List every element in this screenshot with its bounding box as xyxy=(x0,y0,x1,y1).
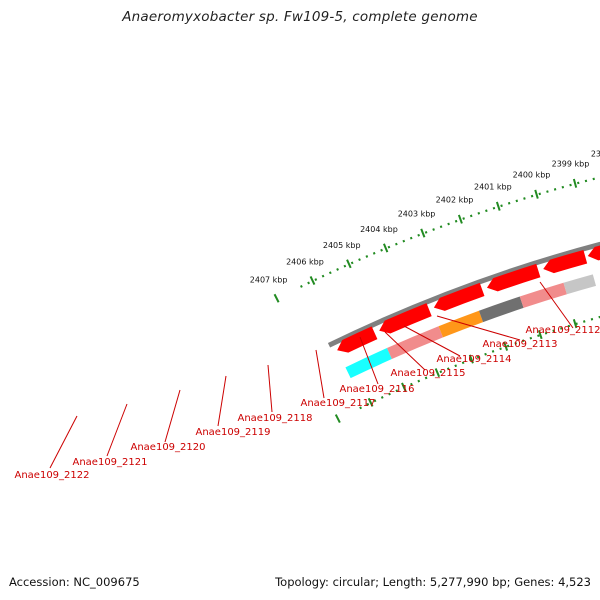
cds-arrow xyxy=(543,249,588,274)
scale-label: 2400 kbp xyxy=(513,171,551,180)
scale-tick xyxy=(495,201,501,211)
scale-label: 2404 kbp xyxy=(360,225,398,234)
page-title: Anaeromyxobacter sp. Fw109-5, complete g… xyxy=(122,9,478,25)
inner-scale-tick xyxy=(503,341,509,351)
gene-label: Anae109_2116 xyxy=(340,384,415,395)
gene-label: Anae109_2113 xyxy=(483,339,558,350)
inner-scale-tick xyxy=(367,397,374,407)
scale-label: 2399 kbp xyxy=(552,159,590,168)
scale-label: 2406 kbp xyxy=(286,258,324,267)
cds-arrow xyxy=(433,282,485,311)
inner-scale-tick xyxy=(434,368,441,378)
gene-leader-line xyxy=(106,403,128,457)
scale-label: 2401 kbp xyxy=(474,183,512,192)
scale-label: 2405 kbp xyxy=(323,241,361,250)
gene-leader-line xyxy=(539,281,574,329)
scale-tick xyxy=(346,259,352,269)
inner-scale-tick xyxy=(401,382,407,392)
gene-label: Anae109_2114 xyxy=(437,354,512,365)
gene-label: Anae109_2119 xyxy=(196,427,271,438)
scale-label: 2398 kbp xyxy=(591,149,600,158)
inner-scale-tick xyxy=(468,354,474,364)
cds-arrow xyxy=(587,245,600,261)
scale-label: 2402 kbp xyxy=(436,196,474,205)
gene-leader-line xyxy=(384,331,426,371)
feature-bar xyxy=(386,326,444,360)
gene-leader-line xyxy=(315,349,325,399)
inner-scale-tick xyxy=(537,329,543,340)
cds-arrow xyxy=(337,326,378,353)
inner-scale-tick xyxy=(572,319,578,329)
gene-label: Anae109_2115 xyxy=(391,368,466,379)
scale-tick xyxy=(572,178,578,188)
cds-arrow xyxy=(486,263,541,292)
scale-tick xyxy=(383,243,389,253)
scale-label: 2407 kbp xyxy=(250,276,288,285)
gene-label: Anae109_2118 xyxy=(238,413,313,424)
gene-leader-line xyxy=(436,315,521,341)
scale-label: 2403 kbp xyxy=(398,210,436,219)
genome-summary-text: Topology: circular; Length: 5,277,990 bp… xyxy=(275,575,591,589)
gene-label: Anae109_2121 xyxy=(73,457,148,468)
accession-text: Accession: NC_009675 xyxy=(9,575,140,589)
gene-leader-line xyxy=(164,389,181,443)
cds-arrow xyxy=(379,303,432,334)
gene-leader-line xyxy=(217,375,227,427)
gene-label: Anae109_2112 xyxy=(526,325,600,336)
feature-bar xyxy=(345,348,392,379)
inner-scale-tick xyxy=(334,414,341,424)
gene-label: Anae109_2122 xyxy=(15,470,90,481)
feature-bar xyxy=(563,274,597,295)
gene-label: Anae109_2120 xyxy=(131,442,206,453)
gene-leader-line xyxy=(267,364,273,413)
scale-tick xyxy=(309,276,316,286)
scale-tick xyxy=(457,214,463,224)
feature-bar xyxy=(438,310,484,338)
scale-tick xyxy=(273,293,280,303)
feature-bar xyxy=(478,296,524,323)
gene-leader-line xyxy=(403,325,461,357)
gene-label: Anae109_2117 xyxy=(301,398,376,409)
genome-backbone xyxy=(327,241,600,348)
scale-tick xyxy=(420,228,426,238)
scale-tick xyxy=(534,189,539,199)
gene-leader-line xyxy=(359,336,379,385)
gene-leader-line xyxy=(49,415,78,469)
feature-bar xyxy=(519,282,567,308)
